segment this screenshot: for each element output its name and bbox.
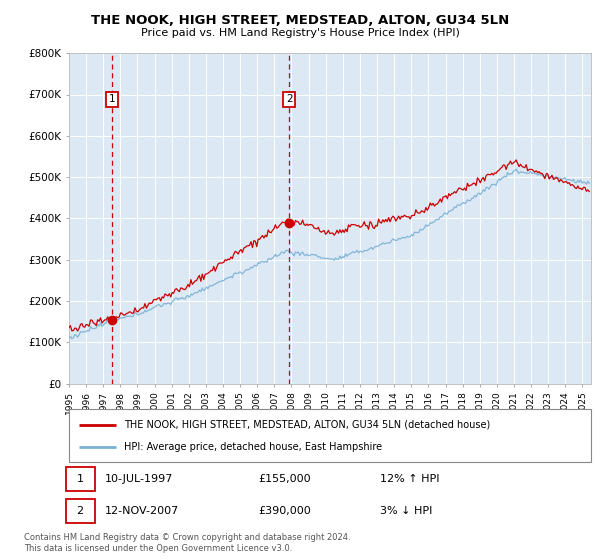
Text: 12-NOV-2007: 12-NOV-2007 <box>105 506 179 516</box>
FancyBboxPatch shape <box>69 409 591 462</box>
Text: 1: 1 <box>77 474 83 484</box>
Text: 1: 1 <box>109 95 116 105</box>
FancyBboxPatch shape <box>65 499 95 524</box>
Text: THE NOOK, HIGH STREET, MEDSTEAD, ALTON, GU34 5LN: THE NOOK, HIGH STREET, MEDSTEAD, ALTON, … <box>91 14 509 27</box>
Text: Contains HM Land Registry data © Crown copyright and database right 2024.
This d: Contains HM Land Registry data © Crown c… <box>24 533 350 553</box>
Text: 3% ↓ HPI: 3% ↓ HPI <box>380 506 432 516</box>
Text: £155,000: £155,000 <box>259 474 311 484</box>
Text: Price paid vs. HM Land Registry's House Price Index (HPI): Price paid vs. HM Land Registry's House … <box>140 28 460 38</box>
Text: 12% ↑ HPI: 12% ↑ HPI <box>380 474 439 484</box>
Text: 10-JUL-1997: 10-JUL-1997 <box>105 474 173 484</box>
Text: HPI: Average price, detached house, East Hampshire: HPI: Average price, detached house, East… <box>124 442 382 452</box>
FancyBboxPatch shape <box>65 466 95 491</box>
Text: THE NOOK, HIGH STREET, MEDSTEAD, ALTON, GU34 5LN (detached house): THE NOOK, HIGH STREET, MEDSTEAD, ALTON, … <box>124 420 490 430</box>
Text: £390,000: £390,000 <box>259 506 311 516</box>
Text: 2: 2 <box>77 506 84 516</box>
Text: 2: 2 <box>286 95 293 105</box>
